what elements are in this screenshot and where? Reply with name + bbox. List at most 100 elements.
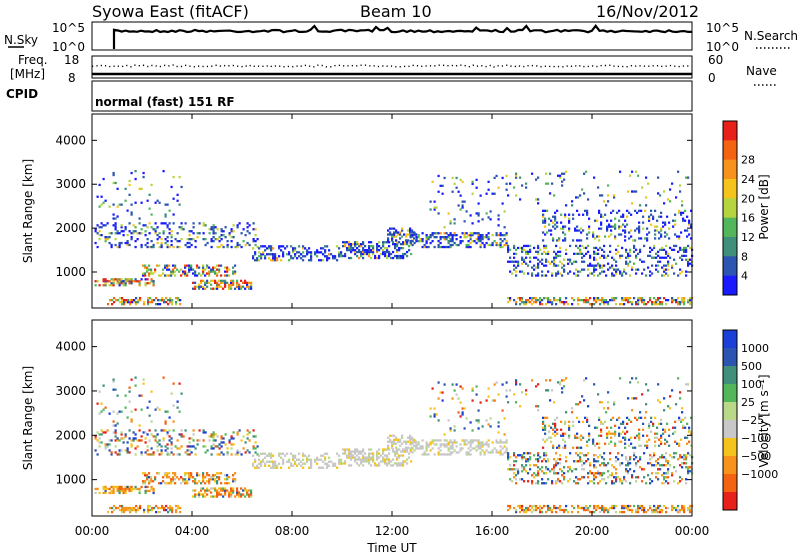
- power-cell: [643, 303, 646, 306]
- power-cell: [625, 272, 628, 275]
- velocity-cell: [158, 408, 161, 411]
- power-cell: [152, 272, 155, 275]
- power-cell: [657, 270, 660, 273]
- power-cell: [150, 183, 153, 187]
- velocity-cell: [633, 452, 636, 455]
- colorbar-swatch: [723, 237, 737, 257]
- velocity-cell: [481, 425, 484, 428]
- power-cell: [644, 209, 647, 212]
- power-cell: [583, 260, 586, 263]
- power-cell: [663, 264, 666, 267]
- power-cell: [515, 266, 518, 269]
- velocity-cell: [184, 478, 187, 481]
- y-tick-label: 2000: [55, 428, 86, 442]
- power-cell: [395, 231, 398, 234]
- power-cell: [153, 299, 156, 302]
- power-cell: [485, 234, 488, 237]
- power-cell: [586, 211, 589, 214]
- velocity-cell: [607, 407, 610, 410]
- power-cell: [368, 252, 371, 256]
- velocity-cell: [179, 506, 182, 510]
- power-cell: [654, 237, 657, 240]
- velocity-cell: [559, 462, 562, 465]
- power-cell: [344, 241, 347, 244]
- velocity-cell: [324, 456, 327, 459]
- velocity-cell: [216, 435, 219, 438]
- power-cell: [395, 239, 398, 242]
- power-cell: [166, 264, 169, 267]
- power-cell: [491, 241, 494, 245]
- power-cell: [539, 260, 542, 263]
- velocity-cell: [587, 476, 590, 479]
- velocity-cell: [226, 447, 229, 450]
- power-cell: [491, 243, 494, 247]
- velocity-cell: [493, 399, 496, 402]
- velocity-cell: [543, 472, 546, 475]
- velocity-cell: [613, 403, 616, 406]
- power-cell: [122, 284, 125, 287]
- power-cell: [154, 222, 157, 225]
- velocity-cell: [114, 433, 117, 436]
- power-cell: [196, 274, 199, 277]
- cpid-label: CPID: [6, 87, 38, 101]
- power-cell: [656, 229, 659, 232]
- velocity-cell: [144, 474, 147, 477]
- velocity-cell: [552, 432, 555, 435]
- velocity-cell: [396, 462, 399, 465]
- velocity-cell: [617, 452, 620, 455]
- power-cell: [180, 274, 183, 277]
- velocity-cell: [238, 493, 241, 496]
- velocity-cell: [451, 445, 454, 448]
- power-cell: [100, 222, 103, 225]
- power-cell: [242, 285, 245, 288]
- power-cell: [198, 287, 201, 290]
- power-cell: [655, 252, 658, 255]
- power-cell: [202, 264, 205, 267]
- velocity-cell: [688, 428, 691, 431]
- velocity-cell: [542, 446, 545, 449]
- power-cell: [268, 247, 271, 250]
- velocity-cell: [685, 456, 688, 459]
- velocity-cell: [212, 474, 215, 477]
- velocity-cell: [681, 456, 684, 459]
- velocity-cell: [394, 462, 397, 465]
- power-cell: [634, 229, 637, 232]
- velocity-cell: [615, 468, 618, 471]
- velocity-cell: [608, 430, 611, 433]
- power-cell: [664, 223, 667, 226]
- power-cell: [376, 256, 379, 260]
- power-cell: [384, 252, 387, 256]
- power-cell: [585, 246, 588, 250]
- power-cell: [542, 219, 545, 222]
- velocity-cell: [212, 487, 215, 490]
- velocity-cell: [507, 401, 510, 404]
- velocity-cell: [368, 462, 371, 465]
- velocity-cell: [529, 508, 532, 512]
- velocity-cell: [124, 485, 127, 489]
- power-cell: [230, 283, 233, 286]
- power-cell: [537, 272, 540, 275]
- velocity-cell: [404, 460, 407, 463]
- power-cell: [409, 229, 412, 232]
- power-cell: [218, 283, 221, 286]
- power-cell: [443, 176, 446, 180]
- velocity-cell: [121, 506, 124, 510]
- velocity-cell: [550, 436, 553, 439]
- velocity-cell: [104, 443, 107, 446]
- power-cell: [597, 252, 600, 255]
- velocity-cell: [342, 452, 345, 455]
- power-cell: [411, 240, 414, 243]
- velocity-cell: [214, 445, 217, 448]
- power-cell: [651, 248, 654, 251]
- power-cell: [667, 198, 670, 201]
- power-cell: [212, 230, 215, 233]
- velocity-cell: [671, 508, 674, 512]
- power-cell: [652, 215, 655, 218]
- power-cell: [228, 285, 231, 288]
- power-cell: [669, 200, 672, 203]
- velocity-cell: [214, 439, 217, 442]
- power-cell: [162, 232, 165, 235]
- power-cell: [505, 243, 508, 247]
- velocity-cell: [535, 504, 538, 508]
- nsky-tick-top: 10^5: [52, 21, 85, 35]
